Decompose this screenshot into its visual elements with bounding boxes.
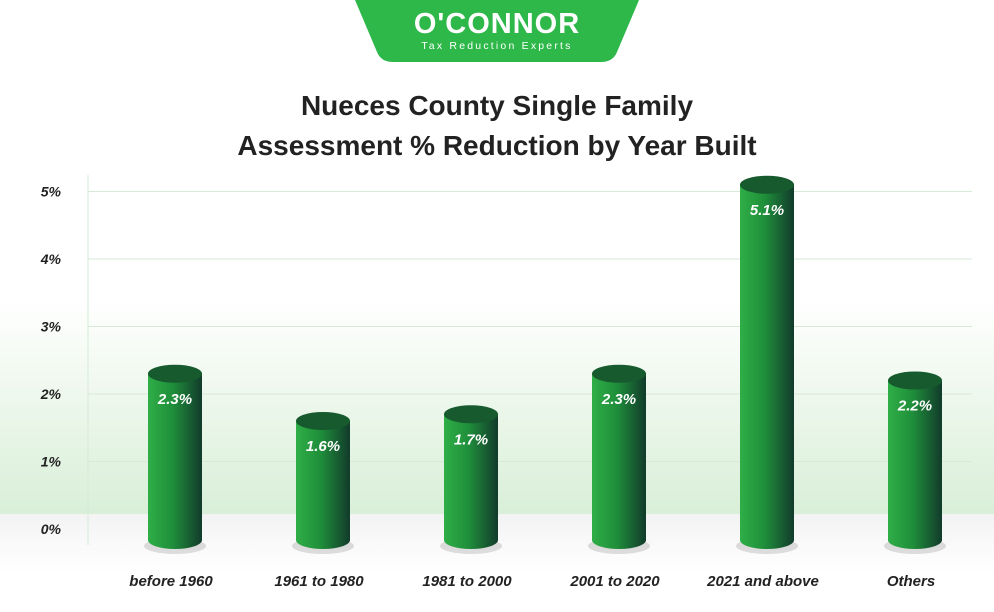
x-axis-ticks: before 1960 1961 to 1980 1981 to 2000 2001 … xyxy=(129,573,935,590)
bar-top xyxy=(592,364,646,383)
bar-body xyxy=(296,421,350,549)
bar xyxy=(440,405,502,554)
bar-top xyxy=(296,412,350,430)
bar-top xyxy=(444,405,498,424)
bar xyxy=(292,412,354,554)
bar xyxy=(144,364,206,554)
x-tick-label: before 1960 xyxy=(129,573,213,590)
y-axis-ticks: 0% 1% 2% 3% 4% 5% xyxy=(40,184,62,538)
bar-body xyxy=(740,184,794,549)
bar-top xyxy=(740,175,794,194)
chart-title: Nueces County Single Family Assessment %… xyxy=(0,86,994,166)
chart-title-line-2: Assessment % Reduction by Year Built xyxy=(237,130,757,161)
bar-body xyxy=(148,373,202,549)
x-tick-label: 2001 to 2020 xyxy=(569,573,660,590)
y-tick-label: 3% xyxy=(41,319,62,335)
grid-lines xyxy=(87,175,972,545)
chart-title-line-1: Nueces County Single Family xyxy=(300,90,694,121)
data-label: 5.1% xyxy=(750,202,784,219)
logo-tab-shape xyxy=(355,0,639,62)
bar-top xyxy=(148,364,202,383)
data-label: 2.2% xyxy=(897,398,932,415)
bar xyxy=(588,364,650,554)
y-tick-label: 0% xyxy=(41,521,62,537)
bar-top xyxy=(888,371,942,390)
x-tick-label: Others xyxy=(887,573,935,590)
x-tick-label: 1981 to 2000 xyxy=(422,573,512,590)
data-label: 1.7% xyxy=(454,431,488,448)
bar xyxy=(736,175,798,554)
brand-tagline: Tax Reduction Experts xyxy=(421,40,573,52)
data-labels: 2.3% 1.6% 1.7% 2.3% 5.1% 2.2% xyxy=(157,202,932,455)
bar-body xyxy=(444,414,498,549)
bar-body xyxy=(592,373,646,549)
y-tick-label: 5% xyxy=(41,184,62,200)
y-tick-label: 2% xyxy=(40,386,62,402)
bar-body xyxy=(888,380,942,549)
data-label: 1.6% xyxy=(306,438,340,455)
brand-name: O'CONNOR xyxy=(413,8,581,40)
data-label: 2.3% xyxy=(601,391,636,408)
x-tick-label: 1961 to 1980 xyxy=(274,573,364,590)
y-tick-label: 1% xyxy=(41,454,62,470)
y-tick-label: 4% xyxy=(40,251,62,267)
bar xyxy=(884,371,946,554)
x-tick-label: 2021 and above xyxy=(706,573,819,590)
bars xyxy=(144,175,946,554)
data-label: 2.3% xyxy=(157,391,192,408)
brand-logo: O'CONNOR Tax Reduction Experts xyxy=(355,0,639,62)
